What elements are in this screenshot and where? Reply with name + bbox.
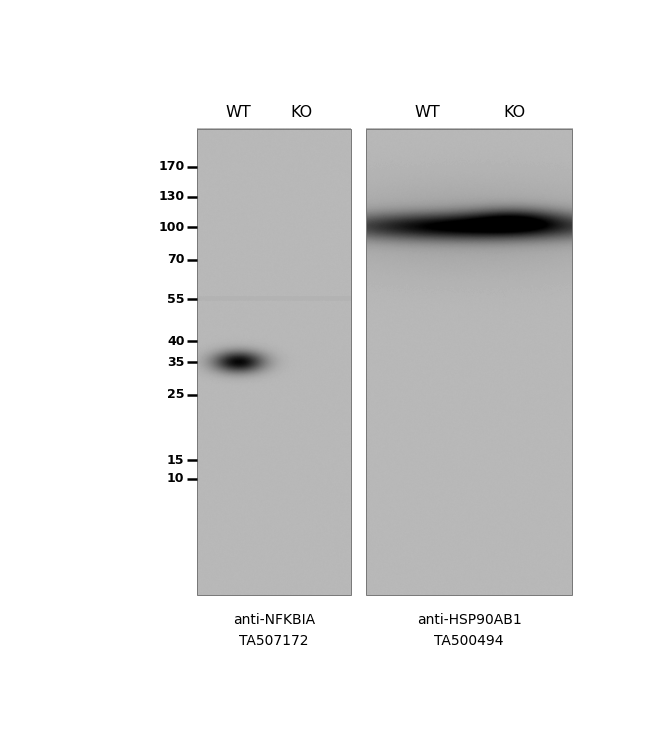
- Text: 170: 170: [158, 160, 185, 173]
- Text: KO: KO: [291, 105, 313, 120]
- Text: KO: KO: [504, 105, 526, 120]
- Text: anti-HSP90AB1: anti-HSP90AB1: [417, 613, 521, 627]
- Text: 130: 130: [159, 190, 185, 204]
- Text: WT: WT: [226, 105, 252, 120]
- Text: 100: 100: [158, 221, 185, 233]
- Bar: [366, 129, 573, 595]
- Text: anti-NFKBIA: anti-NFKBIA: [233, 613, 315, 627]
- Text: 35: 35: [167, 356, 185, 369]
- Text: 55: 55: [167, 293, 185, 306]
- Text: 40: 40: [167, 335, 185, 348]
- Text: 15: 15: [167, 454, 185, 467]
- Text: WT: WT: [415, 105, 441, 120]
- Bar: [197, 129, 351, 595]
- Text: TA500494: TA500494: [434, 635, 504, 648]
- Text: 25: 25: [167, 389, 185, 401]
- Text: 70: 70: [167, 253, 185, 266]
- Text: TA507172: TA507172: [239, 635, 309, 648]
- Text: 10: 10: [167, 473, 185, 485]
